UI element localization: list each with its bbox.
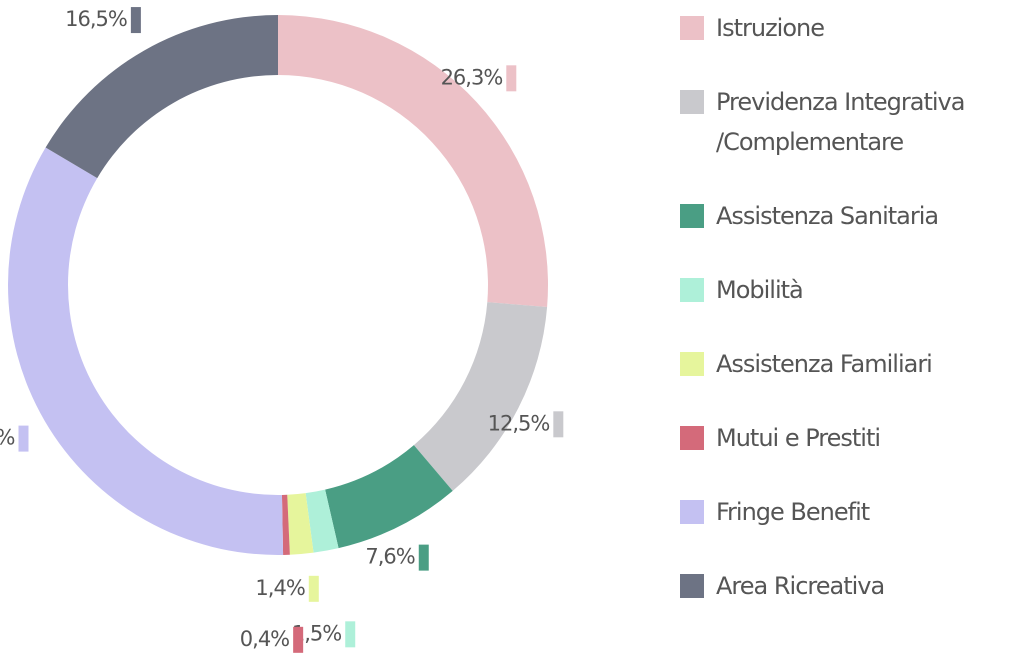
label-swatch [130, 7, 141, 34]
legend-label: Area Ricreativa [716, 572, 885, 600]
donut-slice [305, 489, 339, 553]
label-swatch [308, 575, 319, 602]
legend-item: Assistenza Familiari [680, 344, 1025, 384]
data-label: 1,4% [255, 576, 304, 600]
legend-label: Assistenza Sanitaria [716, 202, 939, 230]
donut-slice [278, 15, 548, 308]
data-label: 33,8% [0, 426, 15, 450]
legend-label: Assistenza Familiari [716, 350, 933, 378]
legend: Istruzione Previdenza Integrativa /Comple… [680, 8, 1025, 640]
legend-label: Mutui e Prestiti [716, 424, 881, 452]
label-swatch [345, 621, 356, 648]
legend-label: Fringe Benefit [716, 498, 870, 526]
legend-item: Previdenza Integrativa /Complementare [680, 82, 1025, 162]
legend-swatch [680, 426, 704, 450]
data-label: 16,5% [65, 7, 127, 31]
legend-label: Istruzione [716, 14, 825, 42]
data-label: 12,5% [488, 411, 550, 435]
legend-item: Mobilità [680, 270, 1025, 310]
donut-slice [281, 494, 290, 555]
donut-slice [325, 445, 453, 549]
legend-swatch [680, 204, 704, 228]
donut-slice [413, 302, 548, 491]
label-swatch [506, 65, 517, 92]
legend-item: Mutui e Prestiti [680, 418, 1025, 458]
label-swatch [18, 425, 29, 452]
data-label: 7,6% [365, 545, 414, 569]
legend-item: Istruzione [680, 8, 1025, 48]
label-swatch [293, 626, 304, 653]
legend-swatch [680, 352, 704, 376]
data-label: 0,4% [240, 627, 289, 651]
label-swatch [553, 411, 564, 438]
legend-swatch [680, 278, 704, 302]
legend-swatch [680, 16, 704, 40]
legend-label: Previdenza Integrativa /Complementare [716, 88, 965, 156]
legend-label: Mobilità [716, 276, 804, 304]
legend-swatch [680, 500, 704, 524]
donut-slice [45, 15, 278, 179]
legend-item: Assistenza Sanitaria [680, 196, 1025, 236]
legend-swatch [680, 574, 704, 598]
donut-slice [8, 147, 284, 555]
legend-swatch [680, 90, 704, 114]
legend-item: Fringe Benefit [680, 492, 1025, 532]
legend-item: Area Ricreativa [680, 566, 1025, 606]
donut-slice [287, 493, 314, 555]
label-swatch [418, 544, 429, 571]
data-label: 26,3% [441, 65, 503, 89]
